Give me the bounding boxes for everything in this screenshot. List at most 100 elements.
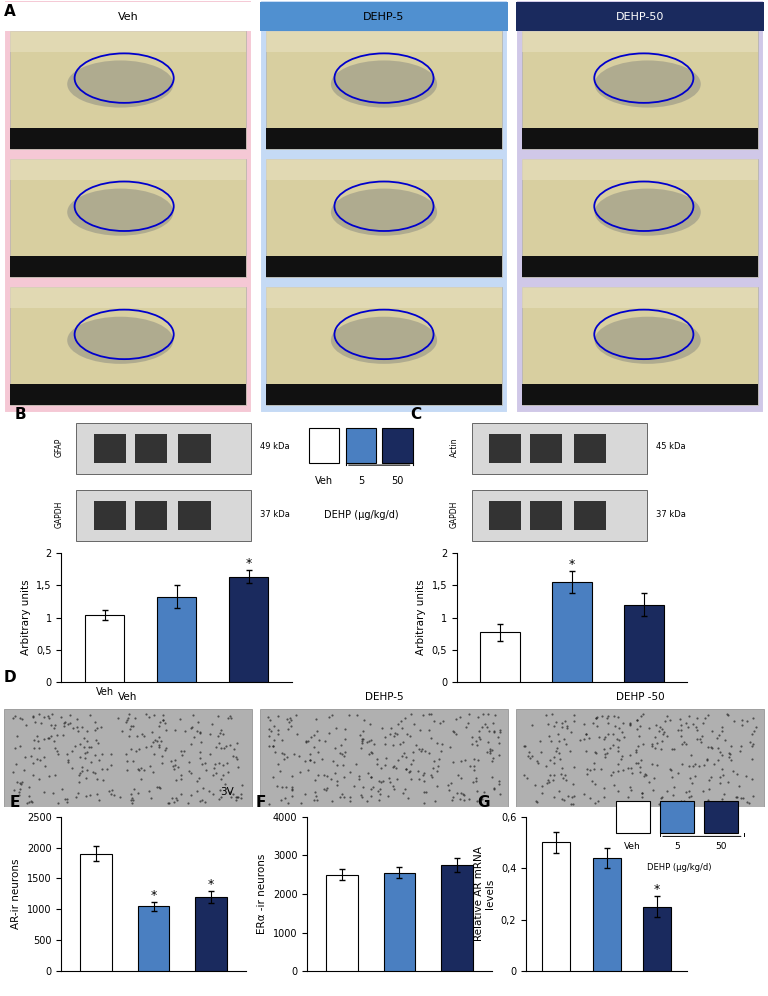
FancyBboxPatch shape (489, 433, 521, 463)
Point (695, 734, 707, 750)
Point (58, 715, 71, 731)
Text: 5: 5 (358, 476, 364, 486)
Point (689, 768, 701, 784)
Point (624, 760, 637, 776)
Point (601, 745, 614, 761)
Point (353, 768, 366, 784)
Point (578, 730, 591, 746)
Point (160, 740, 172, 756)
FancyBboxPatch shape (260, 709, 508, 807)
Point (64, 715, 76, 731)
Point (167, 790, 179, 806)
Point (690, 719, 702, 735)
Point (589, 776, 601, 792)
Text: F: F (256, 796, 266, 811)
Point (646, 756, 658, 772)
Point (61, 794, 73, 810)
Text: DEHP-5: DEHP-5 (363, 12, 405, 22)
Point (339, 744, 351, 760)
Point (263, 712, 276, 728)
Point (153, 737, 165, 753)
Point (309, 784, 321, 800)
Point (598, 749, 611, 765)
Point (9, 708, 22, 724)
Point (365, 770, 377, 786)
Point (574, 732, 587, 748)
Point (428, 753, 440, 769)
Point (471, 793, 483, 809)
Point (140, 706, 152, 722)
Point (122, 728, 134, 744)
Point (276, 745, 288, 761)
Point (605, 767, 617, 783)
Point (14, 710, 26, 726)
Point (286, 782, 298, 798)
Point (132, 785, 144, 801)
Point (452, 767, 465, 783)
Point (697, 784, 709, 800)
Point (624, 715, 637, 731)
Point (388, 728, 400, 744)
Point (528, 777, 541, 793)
Point (181, 796, 194, 812)
Point (230, 749, 242, 765)
Point (416, 707, 429, 723)
Point (338, 790, 350, 806)
Point (309, 772, 321, 788)
Y-axis label: Relative AR mRNA
levels: Relative AR mRNA levels (474, 847, 495, 941)
Point (746, 771, 759, 787)
Point (217, 726, 230, 742)
Point (651, 757, 664, 773)
Point (598, 781, 611, 797)
Point (607, 737, 619, 753)
Point (436, 713, 449, 729)
Point (81, 733, 93, 749)
Point (668, 741, 680, 757)
Point (197, 780, 210, 796)
Point (81, 723, 94, 739)
FancyBboxPatch shape (94, 433, 126, 463)
Point (12, 728, 24, 744)
Point (73, 774, 85, 790)
Point (105, 786, 118, 802)
Point (152, 718, 164, 734)
Bar (137, 906, 170, 971)
Point (7, 788, 19, 804)
Point (432, 758, 445, 774)
Ellipse shape (68, 188, 174, 236)
Point (148, 747, 161, 763)
Point (72, 785, 84, 801)
Point (212, 728, 224, 744)
Point (400, 749, 412, 765)
Point (190, 722, 203, 738)
Point (316, 751, 329, 767)
Point (406, 771, 418, 787)
Point (734, 743, 746, 759)
Point (61, 791, 73, 807)
Point (134, 771, 147, 787)
Point (624, 717, 636, 733)
Point (746, 736, 759, 752)
Point (418, 773, 430, 789)
Point (599, 729, 611, 745)
Point (447, 723, 459, 739)
Point (743, 733, 756, 749)
Point (717, 747, 729, 763)
Point (327, 753, 339, 769)
Point (660, 728, 673, 744)
Point (632, 728, 644, 744)
Point (530, 793, 542, 809)
Point (712, 740, 724, 756)
Point (164, 795, 176, 811)
Point (266, 738, 279, 754)
Point (452, 786, 464, 802)
Bar (480, 632, 520, 682)
Point (580, 726, 592, 742)
Point (157, 712, 170, 728)
Point (48, 720, 60, 736)
Point (455, 753, 467, 769)
Point (423, 722, 435, 738)
Point (75, 763, 88, 779)
Point (286, 779, 299, 795)
Point (400, 761, 412, 777)
